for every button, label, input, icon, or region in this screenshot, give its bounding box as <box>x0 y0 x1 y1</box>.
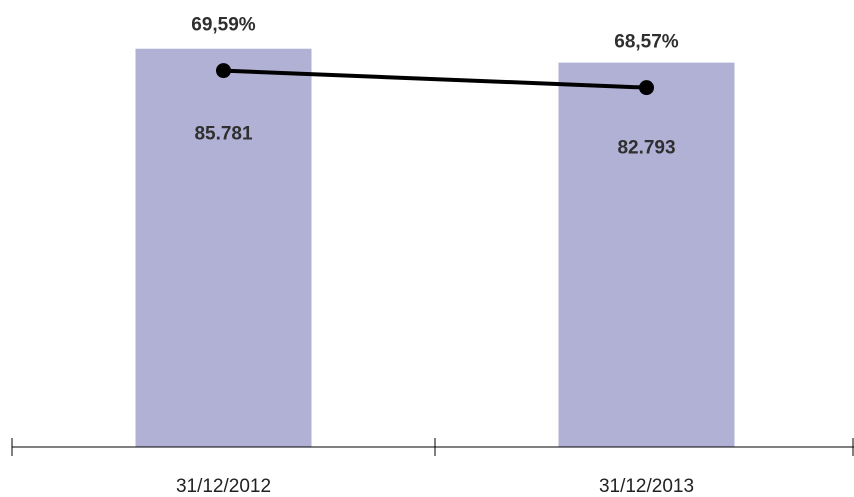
bar-value-label: 85.781 <box>194 124 253 145</box>
bar-value-labels: 85.781 82.793 <box>194 124 675 159</box>
line-series <box>216 63 654 96</box>
bar <box>135 48 312 447</box>
line-point <box>216 63 231 79</box>
line-value-labels: 69,59% 68,57% <box>191 15 679 53</box>
x-tick-label: 31/12/2013 <box>599 476 694 497</box>
line-value-label: 69,59% <box>191 15 256 36</box>
line-point <box>639 80 654 96</box>
bar-value-label: 82.793 <box>617 138 675 159</box>
bar-series <box>135 48 735 448</box>
x-axis: 31/12/2012 31/12/2013 <box>11 438 854 497</box>
series-line <box>223 68 647 90</box>
x-tick-label: 31/12/2012 <box>176 476 271 497</box>
line-value-label: 68,57% <box>614 32 679 53</box>
bar <box>558 62 735 448</box>
